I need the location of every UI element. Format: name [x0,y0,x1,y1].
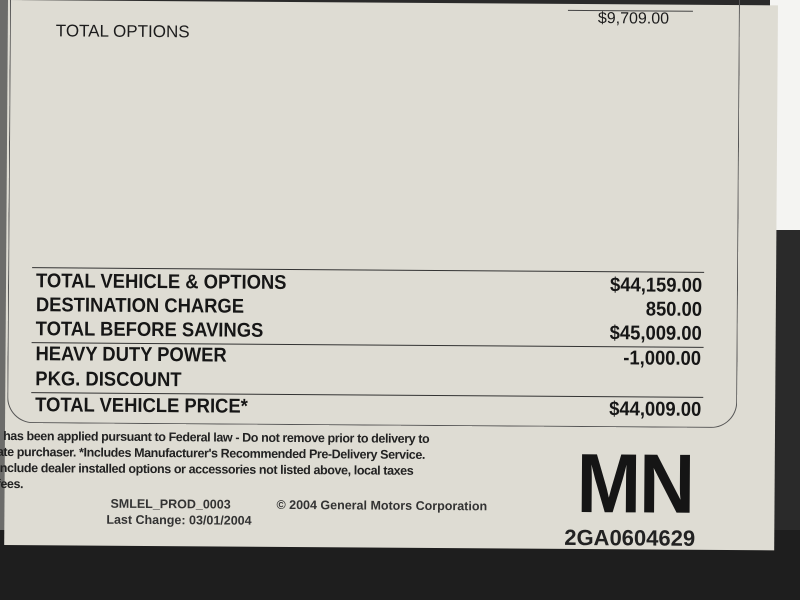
row-value: $44,009.00 [608,398,702,421]
row-label: TOTAL VEHICLE PRICE* [35,394,248,418]
row-label: TOTAL VEHICLE & OPTIONS [35,270,287,294]
disclaimer-line: fees. [0,476,24,492]
disclaimer-line: include dealer installed options or acce… [0,460,414,478]
disclaimer-line: l has been applied pursuant to Federal l… [0,428,430,446]
row-value: $45,009.00 [609,322,702,345]
row-value: $44,159.00 [609,274,703,297]
row-value: -1,000.00 [623,347,702,370]
row-label: TOTAL BEFORE SAVINGS [35,318,264,342]
last-change: Last Change: 03/01/2004 [106,512,252,528]
vin-code: 2GA0604629 [564,524,696,551]
row-label: HEAVY DUTY POWER [35,343,227,367]
total-options-label: TOTAL OPTIONS [55,21,190,42]
form-id: SMLEL_PROD_0003 [110,496,231,512]
total-options-value: $9,709.00 [597,10,670,28]
row-label: DESTINATION CHARGE [35,294,245,318]
summary-row: HEAVY DUTY POWER -1,000.00 [31,343,701,372]
summary-row: TOTAL VEHICLE PRICE* $44,009.00 [31,394,701,423]
disclaimer-line: ate purchaser. *Includes Manufacturer's … [0,444,426,462]
row-label: PKG. DISCOUNT [35,368,182,392]
plant-code: MN [576,435,694,531]
copyright: © 2004 General Motors Corporation [276,497,488,514]
row-value: 850.00 [645,298,702,321]
window-sticker: $9,709.00 TOTAL OPTIONS TOTAL VEHICLE & … [0,0,778,551]
